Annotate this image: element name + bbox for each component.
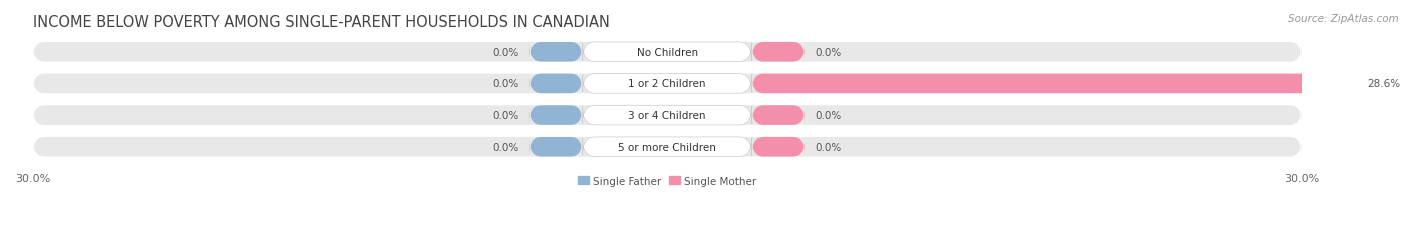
FancyBboxPatch shape bbox=[530, 106, 582, 125]
FancyBboxPatch shape bbox=[582, 43, 752, 62]
FancyBboxPatch shape bbox=[530, 74, 582, 94]
Text: 1 or 2 Children: 1 or 2 Children bbox=[628, 79, 706, 89]
FancyBboxPatch shape bbox=[582, 74, 752, 94]
FancyBboxPatch shape bbox=[32, 137, 1302, 157]
Text: INCOME BELOW POVERTY AMONG SINGLE-PARENT HOUSEHOLDS IN CANADIAN: INCOME BELOW POVERTY AMONG SINGLE-PARENT… bbox=[32, 15, 609, 30]
FancyBboxPatch shape bbox=[530, 43, 582, 62]
FancyBboxPatch shape bbox=[752, 137, 804, 157]
Legend: Single Father, Single Mother: Single Father, Single Mother bbox=[574, 172, 761, 190]
Text: 5 or more Children: 5 or more Children bbox=[619, 142, 716, 152]
FancyBboxPatch shape bbox=[32, 106, 1302, 125]
Text: No Children: No Children bbox=[637, 48, 697, 58]
FancyBboxPatch shape bbox=[530, 137, 582, 157]
FancyBboxPatch shape bbox=[752, 43, 804, 62]
Text: 0.0%: 0.0% bbox=[494, 79, 519, 89]
Text: 3 or 4 Children: 3 or 4 Children bbox=[628, 111, 706, 121]
Text: 0.0%: 0.0% bbox=[815, 48, 841, 58]
FancyBboxPatch shape bbox=[32, 74, 1302, 94]
FancyBboxPatch shape bbox=[582, 106, 752, 125]
Text: 0.0%: 0.0% bbox=[815, 111, 841, 121]
FancyBboxPatch shape bbox=[32, 43, 1302, 62]
Text: 0.0%: 0.0% bbox=[494, 111, 519, 121]
Text: 0.0%: 0.0% bbox=[494, 142, 519, 152]
FancyBboxPatch shape bbox=[752, 74, 1357, 94]
Text: 28.6%: 28.6% bbox=[1367, 79, 1400, 89]
Text: 0.0%: 0.0% bbox=[815, 142, 841, 152]
Text: Source: ZipAtlas.com: Source: ZipAtlas.com bbox=[1288, 14, 1399, 24]
Text: 0.0%: 0.0% bbox=[494, 48, 519, 58]
FancyBboxPatch shape bbox=[582, 137, 752, 157]
FancyBboxPatch shape bbox=[752, 106, 804, 125]
